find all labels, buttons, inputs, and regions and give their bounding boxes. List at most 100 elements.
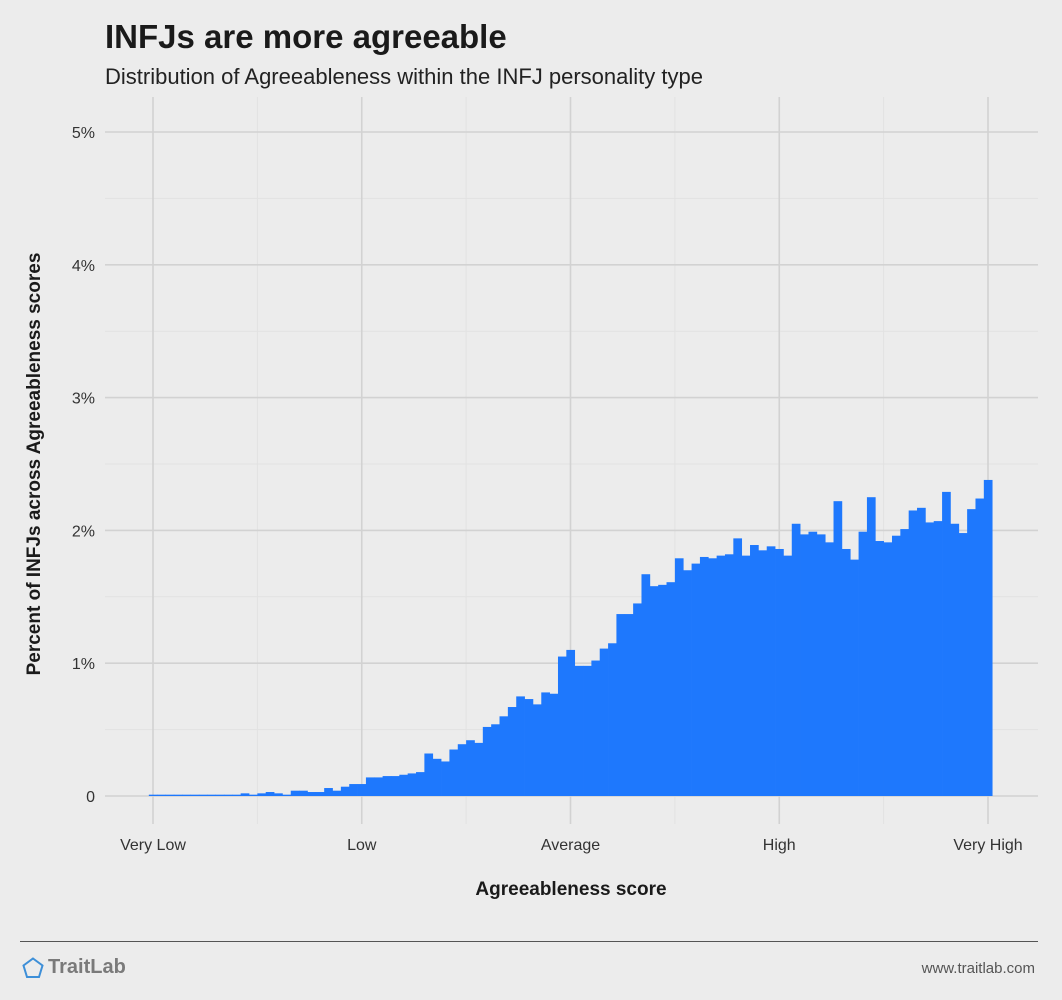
bar [917, 507, 926, 796]
bar [958, 533, 968, 796]
bar [599, 648, 609, 796]
bar [449, 749, 459, 796]
bar [190, 794, 200, 796]
bar [173, 794, 183, 796]
x-tick-label: High [763, 837, 796, 854]
bar [933, 521, 943, 796]
bar [382, 776, 392, 796]
bar [699, 556, 709, 796]
y-tick-label: 3% [72, 391, 95, 408]
bar [349, 784, 358, 796]
bar [474, 742, 484, 796]
bar [883, 542, 893, 796]
bar [290, 790, 300, 796]
bar [691, 563, 701, 796]
footer-divider [20, 941, 1038, 942]
bar [374, 777, 383, 796]
bar [825, 542, 834, 796]
bar [249, 794, 258, 796]
y-tick-label: 1% [72, 656, 95, 673]
bar [942, 491, 951, 796]
bar [641, 574, 651, 796]
bar [875, 541, 884, 796]
bar [541, 692, 550, 796]
bar [340, 786, 350, 796]
bar [165, 794, 175, 796]
bar [900, 529, 910, 796]
bar [416, 772, 425, 796]
brand-name: TraitLab [48, 956, 126, 978]
x-axis-label: Agreeableness score [475, 879, 666, 900]
bar [282, 794, 292, 796]
bar [608, 643, 617, 796]
bar [649, 586, 659, 796]
bar [624, 614, 634, 796]
bar [491, 724, 500, 796]
bar [783, 555, 793, 796]
bar [850, 559, 859, 796]
bar [516, 696, 525, 796]
pentagon-icon [22, 956, 44, 978]
bar [925, 522, 935, 796]
bar [891, 535, 901, 796]
traitlab-logo: TraitLab [22, 956, 126, 979]
bar [866, 497, 876, 796]
bar [365, 777, 375, 796]
y-tick-label: 0 [86, 789, 95, 806]
bar [315, 792, 325, 796]
bar [198, 794, 208, 796]
x-tick-label: Low [347, 837, 377, 854]
bar [466, 740, 475, 796]
y-tick-label: 5% [72, 125, 95, 142]
bar [591, 660, 601, 796]
bar [357, 784, 367, 796]
bar [274, 793, 283, 796]
bar [532, 704, 542, 796]
bar [683, 570, 692, 796]
bar [457, 744, 467, 796]
bar [157, 794, 166, 796]
bar [800, 534, 809, 796]
bar [390, 776, 400, 796]
bar [299, 790, 308, 796]
bar [741, 555, 751, 796]
x-tick-label: Very Low [120, 837, 186, 854]
bar [775, 548, 784, 796]
y-axis-label: Percent of INFJs across Agreeableness sc… [24, 253, 45, 676]
bar [223, 794, 233, 796]
bar [549, 693, 559, 796]
bar [758, 550, 768, 796]
x-tick-label: Very High [953, 837, 1022, 854]
bar [407, 773, 417, 796]
y-tick-label: 4% [72, 258, 95, 275]
bar [633, 603, 642, 796]
y-tick-labels: 0 1% 2% 3% 4% 5% [72, 125, 95, 806]
bar [566, 649, 576, 796]
bars [148, 479, 993, 796]
bar [441, 761, 450, 796]
bar [716, 555, 726, 796]
bar [950, 523, 960, 796]
bar [766, 546, 776, 796]
bar [557, 656, 567, 796]
bar [908, 510, 918, 796]
x-tick-label: Average [541, 837, 600, 854]
bar [724, 554, 734, 796]
bar [791, 523, 801, 796]
bar [967, 509, 976, 796]
bar [750, 545, 759, 796]
bar [257, 793, 267, 796]
bar [858, 531, 868, 796]
bar [816, 534, 826, 796]
bar [424, 753, 434, 796]
y-tick-label: 2% [72, 523, 95, 540]
chart: 0 1% 2% 3% 4% 5% Very Low Low Average High Very H… [24, 97, 1038, 900]
bar [324, 788, 333, 796]
bar [574, 665, 584, 796]
bar [482, 726, 492, 796]
bar [265, 792, 275, 796]
chart-subtitle: Distribution of Agreeableness within the… [105, 64, 703, 89]
bar [307, 792, 317, 796]
bar [708, 558, 717, 796]
bar [182, 794, 191, 796]
